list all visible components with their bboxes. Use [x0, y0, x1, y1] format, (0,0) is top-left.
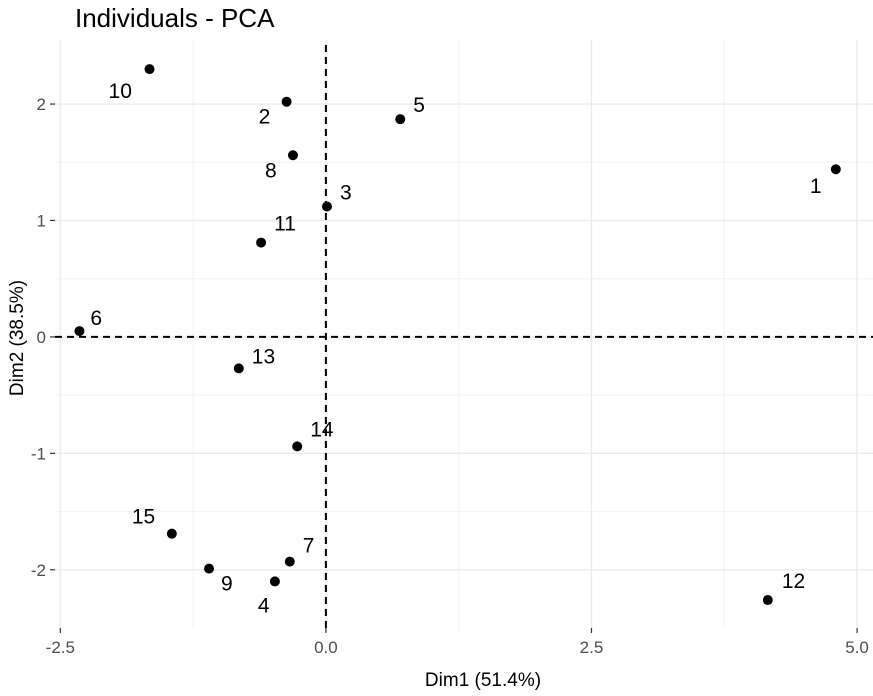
data-point-14 — [292, 441, 303, 452]
point-label-6: 6 — [90, 307, 102, 330]
y-tick-label: 2 — [37, 95, 46, 114]
data-point-12 — [762, 595, 773, 606]
x-tick-label: 2.5 — [580, 638, 604, 657]
point-label-7: 7 — [303, 535, 315, 558]
point-label-8: 8 — [265, 159, 277, 182]
point-label-11: 11 — [274, 213, 296, 236]
y-axis-title: Dim2 (38.5%) — [7, 280, 28, 396]
y-tick-label: 1 — [37, 211, 46, 230]
y-tick-label: -2 — [31, 561, 46, 580]
point-label-15: 15 — [132, 506, 155, 529]
point-label-14: 14 — [310, 418, 334, 441]
y-tick-label: 0 — [37, 328, 46, 347]
point-label-13: 13 — [252, 345, 275, 368]
x-tick-label: -2.5 — [46, 638, 75, 657]
data-point-8 — [287, 150, 298, 161]
x-axis-title: Dim1 (51.4%) — [425, 670, 541, 691]
major-gridlines — [55, 40, 873, 628]
point-label-12: 12 — [782, 570, 805, 593]
data-point-5 — [395, 114, 406, 125]
minor-gridlines — [55, 40, 873, 628]
x-tick-label: 5.0 — [845, 638, 869, 657]
point-label-3: 3 — [340, 182, 352, 205]
x-tick-label: 0.0 — [314, 638, 338, 657]
data-point-6 — [74, 326, 85, 337]
y-tick-label: -1 — [31, 444, 46, 463]
data-point-9 — [204, 563, 215, 574]
point-label-1: 1 — [810, 175, 822, 198]
data-point-13 — [233, 363, 244, 374]
reference-lines — [55, 45, 873, 628]
point-label-2: 2 — [259, 106, 271, 129]
data-point-3 — [321, 201, 332, 212]
data-point-1 — [830, 164, 841, 175]
point-label-4: 4 — [258, 594, 270, 617]
point-label-10: 10 — [109, 80, 132, 103]
data-point-11 — [256, 237, 267, 248]
chart-title: Individuals - PCA — [75, 3, 275, 33]
data-point-4 — [269, 576, 280, 587]
data-point-2 — [281, 96, 292, 107]
data-points — [74, 64, 841, 606]
point-label-9: 9 — [221, 573, 233, 596]
data-point-15 — [166, 528, 177, 539]
data-point-7 — [284, 556, 295, 567]
point-label-5: 5 — [413, 94, 425, 117]
data-point-10 — [144, 64, 155, 75]
